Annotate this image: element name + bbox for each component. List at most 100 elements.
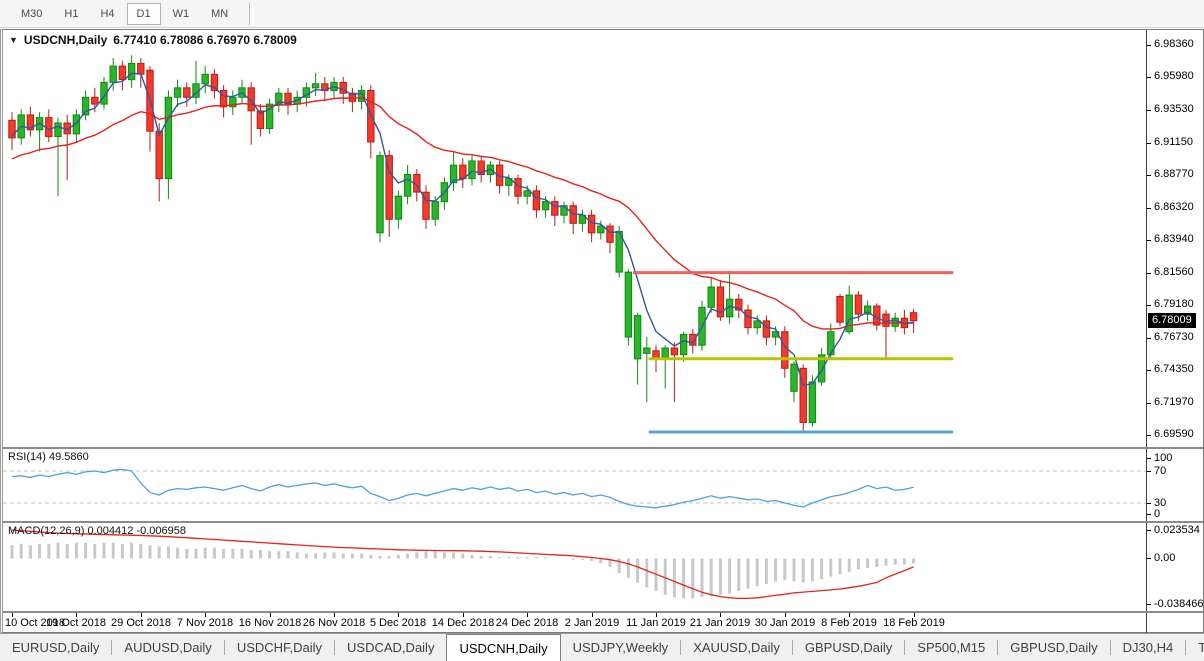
rsi-axis: 100 70 30 0 (1146, 449, 1203, 521)
timeframe-button-H4[interactable]: H4 (100, 7, 115, 20)
price-tick-mark (1147, 110, 1151, 111)
date-tick-label: 7 Nov 2018 (176, 617, 234, 629)
price-tick-mark (1147, 45, 1151, 46)
rsi-plot[interactable]: RSI(14) 49.5860 (3, 449, 1146, 521)
rsi-pane: RSI(14) 49.5860 100 70 30 0 (3, 449, 1203, 521)
date-tick-label: 2 Jan 2019 (564, 617, 620, 629)
tab-separator (334, 640, 336, 655)
timeframe-button-D1[interactable]: D1 (126, 2, 161, 25)
timeframe-button-MN[interactable]: MN (211, 7, 229, 20)
rsi-tick-label: 100 (1154, 452, 1173, 464)
timeframe-toolbar: M30 H1 H4 D1 W1 MN (0, 0, 1204, 28)
rsi-tick-label: 0 (1154, 508, 1161, 520)
macd-pane: MACD(12,26,9) 0.004412 -0.006958 0.02353… (3, 523, 1204, 611)
price-tick-label: 6.88770 (1154, 168, 1194, 180)
price-tick-label: 6.95980 (1154, 70, 1194, 82)
tab-separator (1185, 640, 1187, 655)
tab-separator (1109, 640, 1111, 655)
current-price-badge: 6.78009 (1148, 313, 1196, 328)
symbol-tab-USDJPY-Weekly[interactable]: USDJPY,Weekly (572, 640, 669, 655)
macd-tick-label: 0.00 (1154, 552, 1176, 564)
chart-symbol-label: USDCNH,Daily (23, 33, 108, 47)
price-tick-label: 6.86320 (1154, 201, 1194, 213)
date-tick-mark (76, 613, 77, 617)
date-tick-mark (398, 613, 399, 617)
rsi-tick-label: 30 (1154, 497, 1167, 509)
date-tick-mark (205, 613, 206, 617)
price-tick-label: 6.83940 (1154, 233, 1194, 245)
date-tick-label: 29 Oct 2018 (111, 617, 171, 629)
price-tick-mark (1147, 77, 1151, 78)
date-tick-mark (785, 613, 786, 617)
symbol-tab-EURUSD-Daily[interactable]: EURUSD,Daily (12, 640, 100, 655)
date-tick-mark (463, 613, 464, 617)
toolbar-separator (249, 2, 254, 25)
rsi-tick-mark (1147, 503, 1151, 504)
symbol-tab-DJ30-H4[interactable]: DJ30,H4 (1122, 640, 1174, 655)
date-tick-mark (849, 613, 850, 617)
date-tick-label: 24 Dec 2018 (495, 617, 559, 629)
date-tick-mark (656, 613, 657, 617)
tab-separator (223, 640, 225, 655)
macd-tick-mark (1147, 558, 1151, 559)
macd-axis: 0.023534 0.00 -0.038466 (1146, 523, 1204, 611)
date-tick-label: 10 Oct 2018 (5, 617, 65, 629)
chart-dropdown-icon[interactable]: ▼ (9, 35, 18, 45)
price-pane: ▼ USDCNH,Daily 6.77410 6.78086 6.76970 6… (3, 30, 1203, 447)
date-axis: 10 Oct 2018 19 Oct 2018 29 Oct 2018 7 Nov 2… (3, 613, 1203, 633)
symbol-tab-XAUUSD-Daily[interactable]: XAUUSD,Daily (693, 640, 780, 655)
macd-label: MACD(12,26,9) 0.004412 -0.006958 (8, 525, 186, 537)
rsi-tick-label: 70 (1154, 465, 1167, 477)
date-tick-mark (270, 613, 271, 617)
symbol-tab-USDCAD-Daily[interactable]: USDCAD,Daily (347, 640, 435, 655)
date-axis-corner (1146, 613, 1203, 633)
timeframe-button-H1[interactable]: H1 (64, 7, 79, 20)
timeframe-buttons: M30 H1 H4 D1 W1 MN (10, 2, 239, 25)
price-tick-mark (1147, 435, 1151, 436)
price-tick-mark (1147, 208, 1151, 209)
price-tick-label: 6.76730 (1154, 331, 1194, 343)
tab-separator (111, 640, 113, 655)
symbol-tabs: EURUSD,Daily AUDUSD,Daily USDCHF,Daily USDC… (0, 634, 1204, 661)
price-tick-label: 6.98360 (1154, 38, 1194, 50)
date-tick-mark (914, 613, 915, 617)
symbol-tab-USDCHF-Daily[interactable]: USDCHF,Daily (236, 640, 323, 655)
tab-separator (791, 640, 793, 655)
symbol-tab-SP500-M15[interactable]: SP500,M15 (917, 640, 986, 655)
date-tick-label: 8 Feb 2019 (821, 617, 877, 629)
price-plot[interactable]: ▼ USDCNH,Daily 6.77410 6.78086 6.76970 6… (3, 30, 1146, 447)
price-tick-label: 6.93530 (1154, 103, 1194, 115)
date-tick-mark (141, 613, 142, 617)
price-tick-mark (1147, 240, 1151, 241)
symbol-tab-GBPUSD-Daily[interactable]: GBPUSD,Daily (1010, 640, 1098, 655)
price-tick-mark (1147, 403, 1151, 404)
macd-tick-mark (1147, 604, 1151, 605)
date-tick-label: 5 Dec 2018 (369, 617, 427, 629)
symbol-tab-bar: EURUSD,Daily AUDUSD,Daily USDCHF,Daily USDC… (0, 633, 1204, 661)
pane-splitter (3, 611, 1203, 613)
price-tick-label: 6.74350 (1154, 363, 1194, 375)
macd-plot[interactable]: MACD(12,26,9) 0.004412 -0.006958 (3, 523, 1146, 611)
pane-splitter[interactable] (3, 521, 1203, 523)
symbol-tab-USDCNH-Daily[interactable]: USDCNH,Daily (446, 634, 561, 661)
date-labels: 10 Oct 2018 19 Oct 2018 29 Oct 2018 7 Nov 2… (3, 613, 1146, 633)
symbol-tab-GBPUSD-Daily[interactable]: GBPUSD,Daily (804, 640, 893, 655)
rsi-chart-svg[interactable] (3, 449, 1146, 521)
symbol-tab-AUDUSD-Daily[interactable]: AUDUSD,Daily (124, 640, 212, 655)
macd-tick-label: -0.038466 (1154, 598, 1204, 610)
price-tick-mark (1147, 143, 1151, 144)
price-tick-label: 6.71970 (1154, 396, 1194, 408)
rsi-tick-mark (1147, 471, 1151, 472)
date-tick-label: 19 Oct 2018 (46, 617, 106, 629)
symbol-tab-TECH100-[interactable]: TECH100, (1186, 634, 1204, 661)
price-tick-label: 6.69590 (1154, 428, 1194, 440)
pane-splitter[interactable] (3, 447, 1203, 449)
date-tick-label: 14 Dec 2018 (431, 617, 495, 629)
macd-chart-svg[interactable] (3, 523, 1146, 611)
price-chart-svg[interactable] (3, 30, 1146, 447)
timeframe-button-W1[interactable]: W1 (172, 7, 190, 20)
date-tick-label: 16 Nov 2018 (238, 617, 302, 629)
rsi-tick-mark (1147, 514, 1151, 515)
timeframe-button-M30[interactable]: M30 (21, 7, 43, 20)
